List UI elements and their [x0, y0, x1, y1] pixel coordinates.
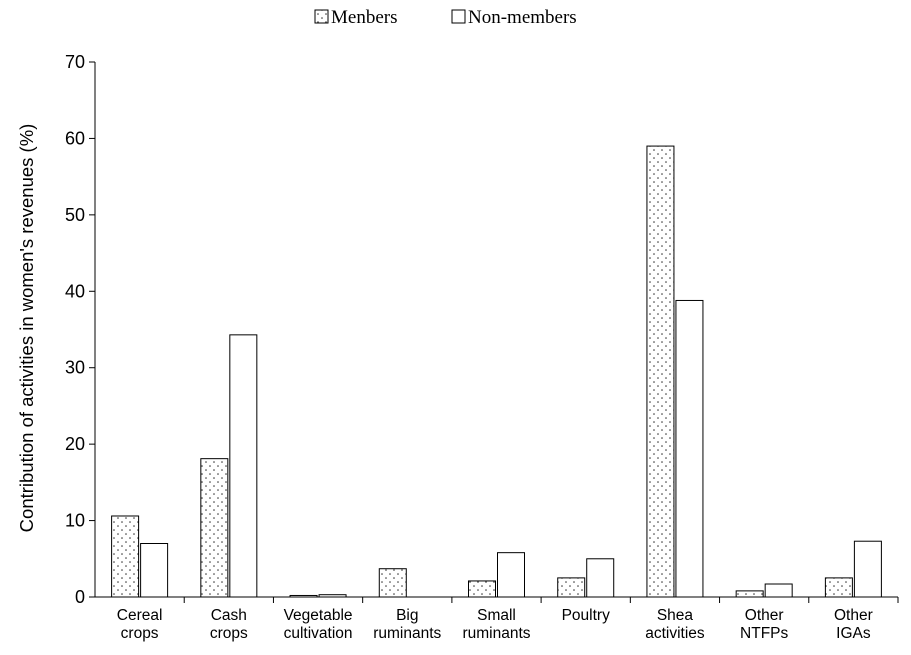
- x-category-label: IGAs: [836, 625, 871, 642]
- bar-members: [111, 515, 140, 598]
- x-category-label: Vegetable: [284, 607, 353, 624]
- bar-non-members: [497, 552, 525, 598]
- bar-non-members: [586, 558, 615, 598]
- x-category-label: cultivation: [284, 625, 353, 642]
- x-category-label: Other: [834, 607, 873, 624]
- legend-label-non-members: Non-members: [468, 7, 577, 28]
- bar-non-members: [764, 583, 793, 598]
- bar-non-members: [140, 543, 169, 598]
- x-category-label: ruminants: [462, 625, 530, 642]
- x-category-label: Small: [477, 607, 516, 624]
- x-category-label: crops: [121, 625, 159, 642]
- y-axis-label: Contribution of activities in women's re…: [16, 124, 37, 533]
- x-category-label: NTFPs: [740, 625, 788, 642]
- y-axis: 0 10 20 30 40 50 60 70: [65, 52, 96, 607]
- x-category-label: Shea: [657, 607, 694, 624]
- legend-swatch-members: [314, 9, 329, 24]
- x-category-label: activities: [645, 625, 705, 642]
- x-category-label: Cash: [211, 607, 247, 624]
- bar-members: [200, 458, 229, 598]
- bar-members: [646, 145, 675, 598]
- bar-members: [378, 568, 407, 598]
- y-tick-label: 10: [65, 511, 85, 531]
- x-category-label: Cereal: [117, 607, 163, 624]
- x-category-label: crops: [210, 625, 248, 642]
- x-category-label: ruminants: [373, 625, 441, 642]
- y-tick-label: 20: [65, 434, 85, 454]
- x-category-label: Other: [745, 607, 784, 624]
- x-category-label: Big: [396, 607, 418, 624]
- y-tick-label: 30: [65, 358, 85, 378]
- y-tick-label: 0: [75, 587, 85, 607]
- y-tick-label: 70: [65, 52, 85, 72]
- x-axis: CerealcropsCashcropsVegetablecultivation…: [95, 596, 899, 642]
- x-category-label: Poultry: [562, 607, 610, 624]
- legend: Menbers Non-members: [314, 7, 577, 28]
- bar-non-members: [229, 334, 258, 598]
- bar-non-members: [853, 540, 882, 598]
- bar-members: [557, 577, 586, 598]
- bar-non-members: [675, 299, 704, 598]
- y-tick-label: 50: [65, 205, 85, 225]
- y-tick-label: 60: [65, 128, 85, 148]
- bar-members: [735, 590, 764, 598]
- bars: [111, 145, 882, 598]
- bar-members: [824, 577, 853, 598]
- legend-swatch-non-members: [451, 9, 466, 24]
- y-tick-label: 40: [65, 281, 85, 301]
- bar-members: [468, 580, 496, 598]
- legend-label-members: Menbers: [331, 7, 397, 28]
